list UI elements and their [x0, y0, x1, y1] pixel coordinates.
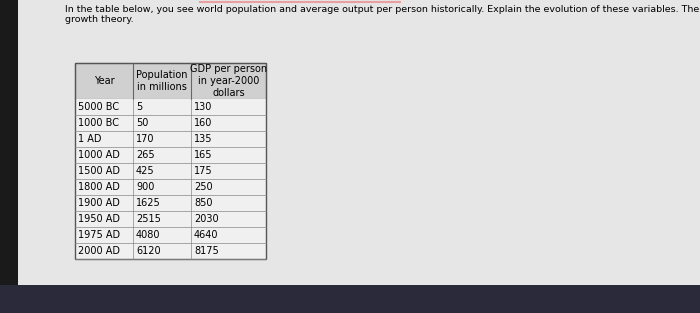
Bar [75, 63, 266, 259]
Bar [75, 195, 266, 211]
Text: 1500 AD: 1500 AD [78, 166, 120, 176]
Bar [0, 0, 18, 313]
Text: 2000 AD: 2000 AD [78, 246, 120, 256]
Text: 850: 850 [194, 198, 213, 208]
Bar [75, 147, 266, 163]
Text: 50: 50 [136, 118, 148, 128]
Text: 5: 5 [136, 102, 142, 112]
Text: 1800 AD: 1800 AD [78, 182, 120, 192]
Text: 175: 175 [194, 166, 213, 176]
Text: 1975 AD: 1975 AD [78, 230, 120, 240]
Text: 4080: 4080 [136, 230, 160, 240]
Text: 250: 250 [194, 182, 213, 192]
Text: In the table below, you see world population and average output per person histo: In the table below, you see world popula… [65, 5, 700, 14]
Text: 2515: 2515 [136, 214, 161, 224]
Bar [75, 179, 266, 195]
Bar [75, 211, 266, 227]
Text: 6120: 6120 [136, 246, 160, 256]
Text: 8175: 8175 [194, 246, 218, 256]
Text: 265: 265 [136, 150, 155, 160]
Text: 1 AD: 1 AD [78, 134, 102, 144]
Text: 5000 BC: 5000 BC [78, 102, 119, 112]
Text: 160: 160 [194, 118, 212, 128]
Bar [75, 99, 266, 115]
Text: 900: 900 [136, 182, 155, 192]
Bar [75, 163, 266, 179]
Text: 1950 AD: 1950 AD [78, 214, 120, 224]
Text: 165: 165 [194, 150, 213, 160]
Bar [75, 63, 266, 99]
Text: 170: 170 [136, 134, 155, 144]
Text: growth theory.: growth theory. [65, 15, 134, 24]
Text: 1000 BC: 1000 BC [78, 118, 119, 128]
Text: 135: 135 [194, 134, 213, 144]
Text: 2030: 2030 [194, 214, 218, 224]
Bar [0, 285, 700, 313]
Text: Year: Year [94, 76, 114, 86]
Text: GDP per person
in year-2000
dollars: GDP per person in year-2000 dollars [190, 64, 267, 98]
Text: 1900 AD: 1900 AD [78, 198, 120, 208]
Text: 1000 AD: 1000 AD [78, 150, 120, 160]
Text: Population
in millions: Population in millions [136, 70, 188, 92]
Bar [75, 227, 266, 243]
Bar [75, 131, 266, 147]
Text: 425: 425 [136, 166, 155, 176]
Text: 130: 130 [194, 102, 212, 112]
Bar [75, 243, 266, 259]
Text: 4640: 4640 [194, 230, 218, 240]
Bar [75, 115, 266, 131]
Text: 1625: 1625 [136, 198, 161, 208]
